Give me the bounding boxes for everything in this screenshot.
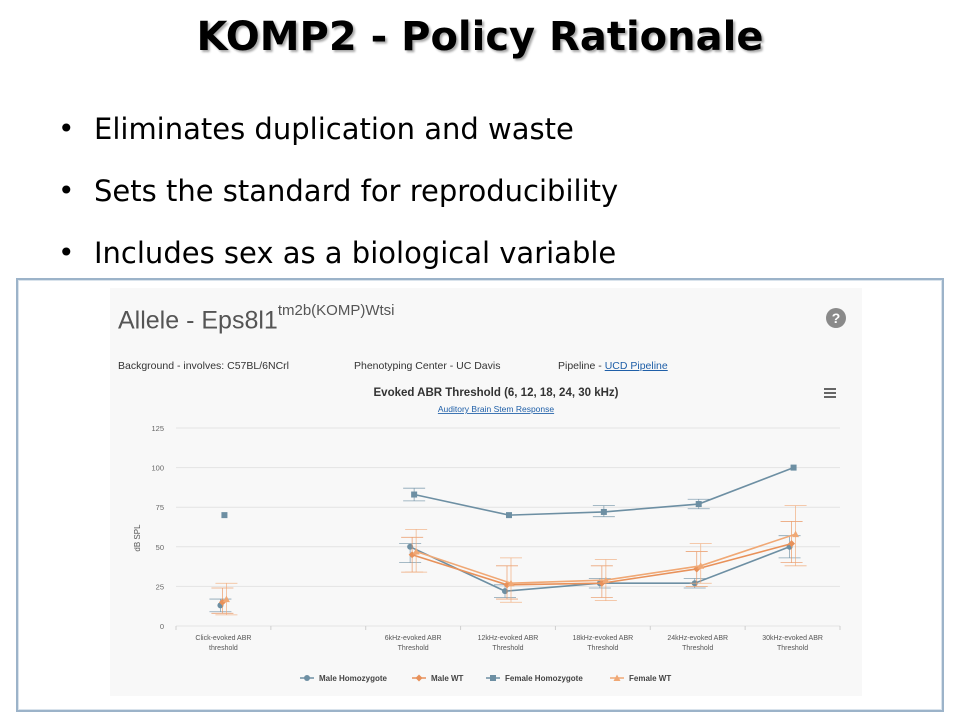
- bullet-item: Sets the standard for reproducibility: [58, 166, 618, 228]
- legend-marker[interactable]: [613, 674, 621, 682]
- legend-label: Female Homozygote: [505, 674, 583, 683]
- data-point[interactable]: [407, 543, 414, 550]
- legend-item[interactable]: Female Homozygote: [486, 674, 583, 683]
- allele-name: Allele - Eps8l1: [118, 306, 278, 335]
- data-point[interactable]: [788, 540, 796, 548]
- data-point[interactable]: [411, 491, 418, 498]
- series-female-homozygote: [221, 464, 797, 519]
- x-tick-label: 6kHz-evoked ABR Threshold: [385, 635, 442, 652]
- hamburger-menu-icon[interactable]: [824, 388, 836, 398]
- x-tick-label: Click-evoked ABR threshold: [195, 635, 251, 652]
- legend-marker[interactable]: [415, 674, 423, 682]
- y-tick-label: 50: [156, 543, 164, 552]
- chart-subtitle[interactable]: Auditory Brain Stem Response: [438, 404, 554, 414]
- data-point[interactable]: [602, 576, 610, 584]
- data-point[interactable]: [790, 464, 797, 471]
- legend-marker[interactable]: [304, 675, 310, 681]
- data-point[interactable]: [222, 595, 230, 603]
- x-tick-label: 24kHz-evoked ABR Threshold: [667, 635, 728, 652]
- slide-title: KOMP2 - Policy Rationale: [196, 14, 764, 60]
- phenotyping-center-info: Phenotyping Center - UC Davis: [354, 360, 501, 372]
- abr-chart: Evoked ABR Threshold (6, 12, 18, 24, 30 …: [133, 387, 841, 683]
- legend-item[interactable]: Male Homozygote: [300, 674, 388, 683]
- bullet-item: Eliminates duplication and waste: [58, 104, 618, 166]
- y-tick-label: 100: [151, 464, 164, 473]
- series-female-wt: [215, 505, 807, 616]
- data-point[interactable]: [507, 579, 515, 587]
- series-male-wt: [211, 521, 803, 614]
- bullet-list: Eliminates duplication and waste Sets th…: [58, 104, 618, 290]
- pipeline-info: Pipeline - UCD Pipeline: [558, 360, 668, 372]
- data-point[interactable]: [695, 501, 702, 508]
- pipeline-label: Pipeline -: [558, 360, 605, 372]
- x-tick-label: 18kHz-evoked ABR Threshold: [573, 635, 634, 652]
- data-point[interactable]: [600, 508, 607, 515]
- data-point[interactable]: [408, 551, 416, 559]
- bullet-item: Includes sex as a biological variable: [58, 228, 618, 290]
- chart-title: Evoked ABR Threshold (6, 12, 18, 24, 30 …: [374, 387, 619, 399]
- legend-label: Male WT: [431, 674, 464, 683]
- data-point[interactable]: [792, 530, 800, 538]
- data-point[interactable]: [412, 548, 420, 555]
- data-point[interactable]: [697, 562, 705, 569]
- x-tick-label: 30kHz-evoked ABR Threshold: [762, 635, 823, 652]
- pipeline-link[interactable]: UCD Pipeline: [604, 360, 668, 372]
- y-tick-label: 125: [151, 424, 164, 433]
- data-point[interactable]: [598, 579, 606, 587]
- data-point[interactable]: [221, 512, 228, 519]
- y-axis-label: dB SPL: [133, 524, 142, 552]
- allele-superscript: tm2b(KOMP)Wtsi: [277, 302, 395, 319]
- question-circle-icon[interactable]: ?: [826, 308, 846, 328]
- y-tick-label: 25: [156, 582, 164, 591]
- background-info: Background - involves: C57BL/6NCrl: [118, 360, 289, 372]
- y-tick-label: 0: [160, 622, 164, 631]
- allele-title: Allele - Eps8l1tm2b(KOMP)Wtsi: [118, 302, 394, 335]
- legend-item[interactable]: Female WT: [610, 674, 671, 683]
- data-point[interactable]: [502, 588, 508, 595]
- chart-panel: Allele - Eps8l1tm2b(KOMP)Wtsi ? Backgrou…: [110, 288, 862, 696]
- y-tick-label: 75: [156, 503, 164, 512]
- legend-marker[interactable]: [490, 675, 496, 681]
- legend-label: Male Homozygote: [319, 674, 388, 683]
- legend-item[interactable]: Male WT: [412, 674, 464, 683]
- legend-label: Female WT: [629, 674, 671, 683]
- data-point[interactable]: [506, 512, 512, 519]
- x-tick-label: 12kHz-evoked ABR Threshold: [478, 635, 539, 652]
